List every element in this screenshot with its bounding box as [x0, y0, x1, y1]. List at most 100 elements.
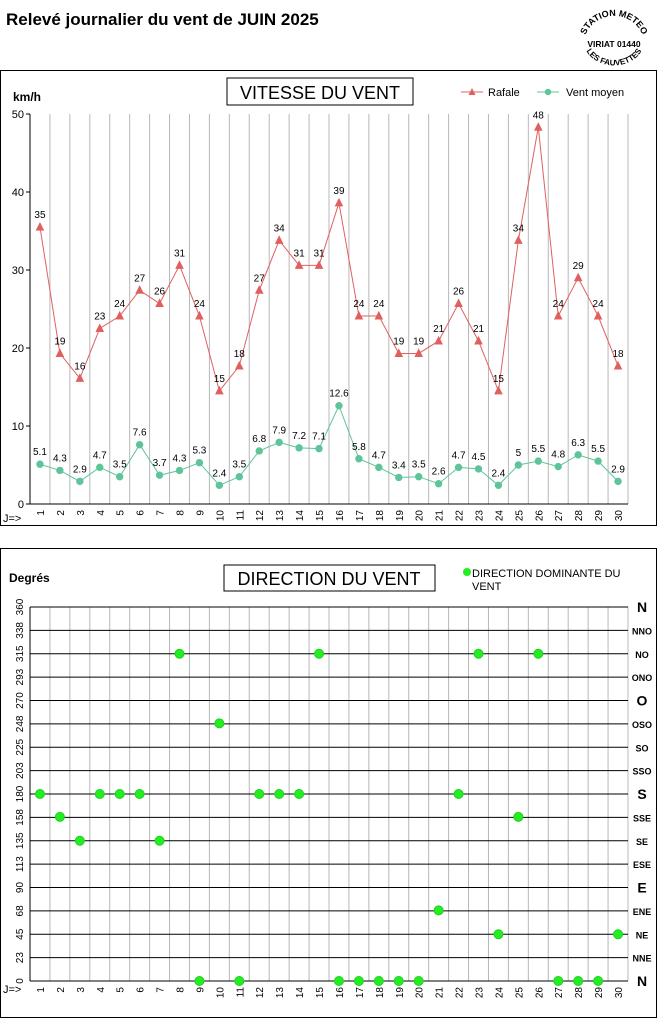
- direction-point: [573, 976, 584, 986]
- rafale-point: [334, 197, 344, 207]
- y-tick-label: 0: [15, 978, 26, 984]
- direction-point: [294, 789, 305, 799]
- svg-text:LES FAUVETTES: LES FAUVETTES: [585, 46, 644, 67]
- compass-label: SSO: [632, 767, 651, 777]
- compass-label: ENE: [633, 907, 652, 917]
- x-tick-label: 15: [315, 987, 326, 999]
- direction-point: [74, 835, 85, 846]
- wind-speed-chart-panel: 0 10 20 30 40 50 km/h 1 2 3 4 5 6 7 8 9 10 11 12 13 14 15 16 17…: [0, 70, 657, 526]
- rafale-point: [314, 260, 324, 269]
- x-tick-label: 27: [554, 510, 565, 522]
- x-tick-label: 29: [594, 510, 605, 522]
- data-label: 48: [533, 110, 545, 121]
- direction-point: [433, 905, 444, 916]
- compass-label: SSE: [633, 813, 651, 823]
- compass-label: NNO: [632, 626, 652, 636]
- direction-point: [353, 976, 364, 986]
- rafale-point: [494, 385, 503, 395]
- rafale-point: [553, 310, 563, 320]
- direction-point: [234, 976, 245, 986]
- compass-label: ESE: [633, 860, 651, 870]
- data-label: 19: [54, 336, 66, 347]
- x-tick-label: 2: [56, 510, 67, 516]
- rafale-point: [533, 122, 543, 131]
- direction-point: [373, 976, 384, 986]
- data-label: 15: [493, 374, 505, 385]
- direction-point: [593, 976, 604, 986]
- series-line-0: [39, 127, 619, 393]
- data-label: 4.3: [173, 453, 187, 464]
- data-label: 26: [154, 287, 166, 298]
- x-tick-label: 27: [554, 987, 565, 999]
- vent-moyen-point: [315, 444, 323, 453]
- data-label: 3.4: [392, 460, 406, 471]
- y-axis-label: km/h: [13, 90, 41, 104]
- rafale-point: [75, 373, 85, 382]
- vent-moyen-point: [255, 447, 263, 455]
- x-tick-label: 28: [574, 510, 585, 522]
- legend-direction-label: DIRECTION DOMINANTE DU: [472, 568, 621, 580]
- direction-point: [493, 929, 504, 940]
- compass-label: O: [637, 693, 648, 709]
- x-tick-label: 11: [235, 987, 246, 998]
- x-tick-label: 29: [594, 987, 605, 999]
- data-label: 4.8: [551, 450, 565, 461]
- data-label: 31: [313, 248, 325, 259]
- x-tick-label: 13: [275, 510, 286, 522]
- x-tick-label: 14: [295, 987, 306, 999]
- x-tick-label: 25: [514, 510, 525, 522]
- x-tick-label: 19: [395, 987, 406, 999]
- data-label: 24: [114, 299, 126, 310]
- x-tick-label: 1: [36, 510, 47, 516]
- data-label: 4.5: [472, 452, 486, 463]
- vent-moyen-point: [474, 465, 483, 473]
- x-tick-label: 4: [96, 510, 107, 516]
- direction-point: [513, 811, 524, 822]
- x-tick-label: 5: [116, 510, 127, 516]
- data-label: 2.9: [611, 464, 625, 475]
- rafale-point: [55, 348, 65, 357]
- x-tick-label: 18: [375, 987, 386, 999]
- x-tick-label: 22: [455, 987, 466, 999]
- x-tick-label: 12: [255, 987, 266, 999]
- data-label: 5.5: [591, 444, 605, 455]
- data-label: 35: [34, 210, 46, 221]
- data-label: 7.2: [292, 431, 306, 442]
- x-tick-label: 24: [494, 510, 505, 522]
- rafale-point: [394, 348, 404, 357]
- data-label: 5: [516, 448, 522, 459]
- y-tick-label: 203: [15, 762, 26, 779]
- x-tick-label: 11: [235, 510, 246, 521]
- x-tick-label: 30: [614, 510, 625, 522]
- x-axis-label: J=>: [3, 513, 21, 525]
- direction-point: [94, 789, 105, 799]
- vent-moyen-point: [116, 473, 124, 481]
- y-tick-label: 180: [15, 785, 26, 802]
- vent-moyen-point: [195, 458, 204, 467]
- vent-moyen-point: [295, 444, 303, 452]
- y-tick-label: 90: [15, 882, 26, 894]
- x-tick-label: 3: [76, 510, 87, 516]
- x-tick-label: 22: [455, 510, 466, 522]
- y-tick-label: 225: [15, 738, 26, 755]
- x-tick-label: 16: [335, 510, 346, 522]
- x-tick-label: 16: [335, 987, 346, 999]
- vent-moyen-point: [355, 455, 363, 463]
- legend-vent-moyen-marker: [544, 88, 552, 96]
- data-label: 31: [174, 248, 186, 259]
- x-tick-label: 30: [614, 987, 625, 999]
- data-label: 27: [254, 273, 266, 284]
- x-tick-label: 7: [156, 987, 167, 993]
- data-label: 7.1: [312, 432, 326, 443]
- data-label: 21: [473, 324, 485, 335]
- x-tick-label: 6: [136, 510, 147, 516]
- direction-point: [413, 976, 424, 986]
- x-tick-label: 1: [36, 987, 47, 993]
- y-tick-label: 315: [15, 645, 26, 662]
- rafale-point: [514, 235, 523, 244]
- data-label: 6.8: [252, 434, 266, 445]
- data-label: 31: [294, 248, 306, 259]
- chart-legend: Rafale Vent moyen: [461, 87, 624, 99]
- rafale-point: [374, 310, 384, 320]
- x-tick-label: 4: [96, 987, 107, 993]
